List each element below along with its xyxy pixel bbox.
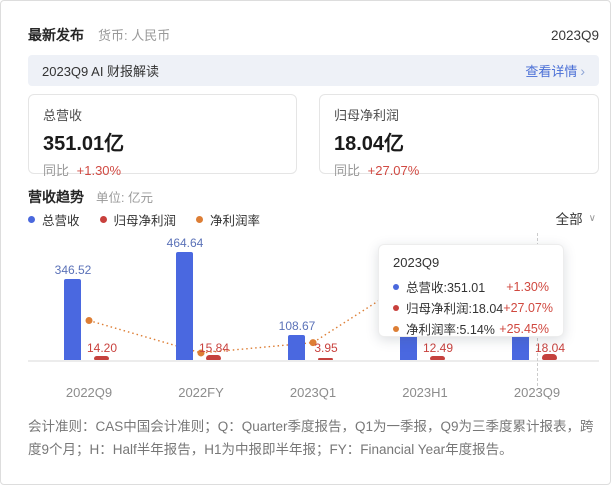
yoy-label: 同比 (43, 163, 70, 178)
tooltip-row: 归母净利润:18.04 +27.07% (393, 297, 553, 318)
legend-dot-icon (196, 216, 204, 223)
legend-label: 净利润率 (210, 214, 261, 228)
x-axis-label: 2023H1 (402, 385, 448, 400)
x-axis-label: 2023Q9 (513, 385, 561, 400)
bar-net-profit[interactable] (206, 355, 221, 360)
bar-value-label: 3.95 (314, 341, 338, 355)
bar-revenue[interactable] (64, 279, 81, 360)
section-title: 营收趋势 (28, 189, 84, 205)
trend-chart: 2023Q9 总营收:351.01 +1.30% 归母净利润:18.04 +27… (28, 229, 599, 401)
chevron-right-icon: › (580, 62, 585, 79)
bar-value-label: 12.49 (422, 341, 454, 355)
bar-net-profit[interactable] (94, 356, 109, 360)
legend-item-margin[interactable]: 净利润率 (196, 210, 260, 229)
legend-dot-icon (393, 304, 399, 311)
trend-section-header: 营收趋势 单位: 亿元 (28, 187, 153, 207)
bar-value-label: 14.20 (86, 341, 118, 355)
legend-label: 归母净利润 (113, 214, 177, 228)
card-yoy: 同比 +27.07% (334, 160, 584, 179)
x-axis-line (28, 360, 599, 362)
bar-value-label: 18.04 (534, 341, 566, 355)
yoy-label: 同比 (334, 163, 361, 178)
bar-revenue[interactable] (176, 251, 193, 360)
revenue-card: 总营收 351.01亿 同比 +1.30% (28, 94, 297, 178)
accounting-standards-footnote: 会计准则：CAS中国会计准则；Q：Quarter季度报告，Q1为一季报，Q9为三… (28, 419, 594, 457)
legend-dot-icon (28, 216, 35, 223)
legend-item-revenue[interactable]: 总营收 (28, 210, 80, 229)
chart-legend: 总营收 归母净利润 净利润率 (28, 210, 280, 229)
ai-report-banner: 2023Q9 AI 财报解读 查看详情 › (28, 55, 599, 86)
x-axis-label: 2023Q1 (289, 385, 337, 400)
x-axis-label: 2022FY (178, 385, 224, 400)
tooltip-label: 总营收:351.01 (406, 281, 486, 295)
tooltip-title: 2023Q9 (393, 255, 440, 270)
banner-title: 2023Q9 AI 财报解读 (42, 64, 160, 79)
tooltip-label: 归母净利润:18.04 (406, 302, 504, 316)
bar-value-label: 464.64 (166, 235, 204, 250)
card-value: 18.04亿 (334, 133, 405, 155)
card-title: 归母净利润 (334, 108, 400, 123)
bar-value-label: 108.67 (278, 318, 316, 333)
card-value: 351.01亿 (43, 133, 125, 155)
unit-label: 单位: 亿元 (96, 191, 153, 205)
bar-revenue[interactable] (288, 334, 305, 360)
card-yoy: 同比 +1.30% (43, 160, 282, 179)
x-axis-label: 2022Q9 (65, 385, 113, 400)
page-title: 最新发布 (28, 27, 84, 43)
yoy-value: +27.07% (367, 163, 420, 178)
bar-net-profit[interactable] (318, 358, 333, 360)
tooltip-row: 总营收:351.01 +1.30% (393, 276, 549, 297)
bar-value-label: 15.84 (198, 341, 230, 355)
tooltip-change: +25.45% (499, 321, 549, 336)
bar-net-profit[interactable] (430, 356, 445, 360)
tooltip-row: 净利润率:5.14% +25.45% (393, 318, 549, 339)
view-details-link[interactable]: 查看详情 › (525, 61, 585, 80)
margin-point[interactable] (309, 339, 317, 347)
report-period: 2023Q9 (550, 28, 599, 43)
legend-dot-icon (393, 283, 399, 290)
chevron-down-icon: ∨ (588, 212, 596, 224)
legend-dot-icon (393, 325, 399, 332)
view-details-label: 查看详情 (525, 64, 578, 79)
margin-point[interactable] (85, 317, 93, 325)
yoy-value: +1.30% (76, 163, 122, 178)
header: 最新发布 货币: 人民币 2023Q9 (28, 25, 599, 45)
currency-label: 货币: 人民币 (98, 28, 171, 43)
range-filter-dropdown[interactable]: 全部 ∨ (556, 208, 596, 228)
tooltip-label: 净利润率:5.14% (406, 323, 495, 337)
tooltip-change: +27.07% (503, 300, 553, 315)
tooltip-change: +1.30% (506, 279, 549, 294)
filter-label: 全部 (555, 212, 583, 227)
legend-item-net-profit[interactable]: 归母净利润 (99, 210, 177, 229)
chart-tooltip: 2023Q9 总营收:351.01 +1.30% 归母净利润:18.04 +27… (378, 244, 564, 337)
legend-dot-icon (99, 216, 107, 223)
card-title: 总营收 (43, 108, 83, 123)
bar-net-profit[interactable] (542, 354, 557, 360)
net-profit-card: 归母净利润 18.04亿 同比 +27.07% (319, 94, 599, 178)
bar-value-label: 346.52 (54, 263, 92, 278)
legend-label: 总营收 (42, 214, 80, 228)
margin-point[interactable] (197, 349, 205, 357)
